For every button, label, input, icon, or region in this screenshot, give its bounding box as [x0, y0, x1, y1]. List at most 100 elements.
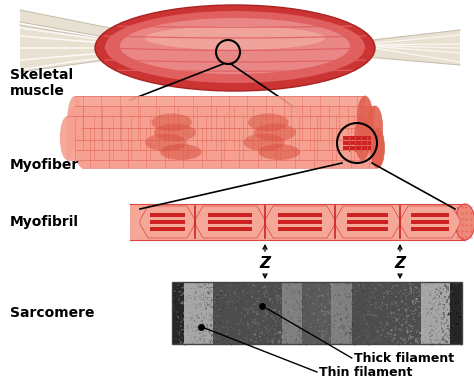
- Bar: [415, 309, 417, 310]
- Bar: [417, 298, 418, 300]
- Bar: [231, 314, 232, 316]
- Bar: [222, 328, 225, 329]
- Bar: [455, 300, 457, 302]
- Bar: [366, 310, 369, 312]
- Bar: [372, 295, 373, 297]
- Bar: [434, 303, 435, 304]
- Bar: [219, 342, 221, 344]
- Bar: [323, 334, 325, 335]
- Bar: [191, 317, 193, 319]
- Bar: [294, 291, 296, 292]
- Bar: [243, 292, 245, 294]
- Bar: [422, 297, 423, 299]
- Bar: [173, 298, 175, 300]
- Bar: [378, 339, 380, 340]
- Bar: [302, 282, 331, 344]
- Bar: [269, 298, 271, 299]
- Bar: [225, 286, 226, 287]
- Bar: [215, 295, 217, 296]
- Bar: [421, 338, 422, 340]
- Bar: [447, 309, 448, 310]
- Bar: [189, 283, 190, 285]
- Bar: [281, 323, 283, 324]
- Bar: [378, 284, 380, 286]
- Bar: [337, 323, 338, 325]
- Bar: [250, 330, 251, 331]
- Bar: [279, 313, 281, 314]
- Bar: [364, 331, 365, 332]
- Bar: [395, 290, 396, 292]
- Bar: [347, 292, 348, 293]
- Bar: [246, 292, 248, 294]
- Bar: [371, 318, 372, 320]
- Bar: [272, 325, 273, 326]
- Bar: [255, 321, 257, 324]
- Bar: [284, 293, 286, 295]
- Bar: [187, 298, 188, 299]
- Bar: [405, 318, 407, 319]
- Bar: [287, 323, 289, 324]
- Bar: [319, 285, 321, 286]
- Bar: [282, 298, 285, 299]
- Bar: [219, 315, 220, 316]
- Bar: [280, 301, 282, 303]
- Bar: [236, 308, 237, 310]
- Bar: [197, 340, 198, 342]
- Bar: [237, 296, 239, 297]
- Bar: [370, 304, 373, 305]
- Bar: [265, 288, 267, 290]
- Bar: [401, 324, 403, 326]
- Bar: [428, 313, 430, 314]
- Bar: [193, 338, 195, 340]
- Bar: [227, 307, 229, 309]
- Bar: [209, 288, 210, 290]
- Bar: [213, 294, 215, 295]
- Bar: [201, 329, 203, 330]
- Bar: [443, 323, 445, 325]
- Bar: [435, 321, 437, 322]
- Bar: [311, 338, 312, 339]
- Bar: [293, 328, 294, 330]
- Bar: [255, 341, 257, 343]
- Bar: [298, 303, 301, 305]
- Bar: [178, 318, 179, 319]
- Bar: [379, 292, 380, 293]
- Bar: [246, 298, 248, 300]
- Bar: [420, 313, 422, 314]
- Bar: [418, 337, 419, 338]
- Bar: [418, 341, 419, 342]
- Bar: [449, 303, 451, 305]
- Bar: [187, 288, 188, 289]
- Bar: [178, 297, 180, 299]
- Bar: [415, 300, 418, 303]
- Bar: [337, 324, 339, 325]
- Bar: [415, 338, 418, 341]
- Bar: [319, 288, 320, 291]
- Bar: [361, 309, 363, 310]
- Bar: [211, 297, 212, 298]
- Bar: [186, 329, 188, 331]
- Bar: [384, 336, 386, 338]
- Bar: [400, 324, 401, 325]
- Bar: [310, 285, 311, 286]
- Bar: [367, 288, 370, 290]
- Bar: [352, 286, 354, 287]
- Bar: [244, 337, 245, 338]
- Bar: [269, 286, 270, 289]
- Bar: [222, 306, 224, 308]
- Bar: [278, 340, 280, 342]
- Bar: [277, 294, 278, 295]
- Bar: [279, 297, 281, 298]
- Bar: [337, 282, 338, 284]
- Bar: [383, 329, 384, 331]
- Bar: [458, 316, 461, 318]
- Bar: [356, 313, 358, 314]
- Bar: [242, 309, 244, 310]
- Bar: [220, 291, 223, 292]
- Bar: [221, 310, 223, 312]
- Bar: [374, 326, 376, 327]
- Bar: [199, 306, 201, 307]
- Bar: [342, 325, 345, 328]
- Bar: [290, 310, 292, 311]
- Bar: [278, 220, 322, 224]
